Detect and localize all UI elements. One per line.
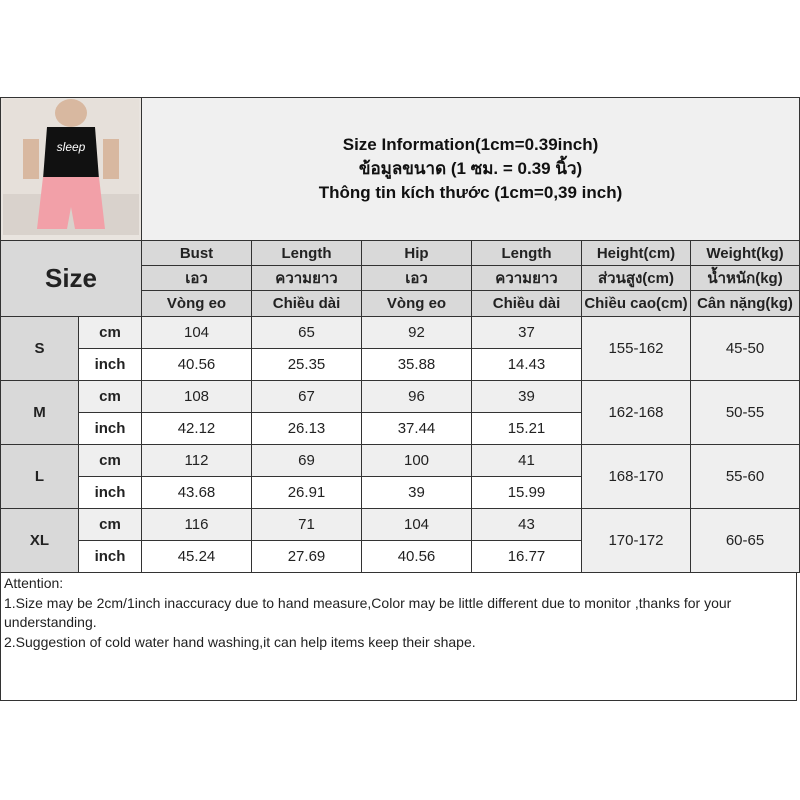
table-row: inch 45.24 27.69 40.56 16.77 xyxy=(1,540,800,573)
inch-value: 26.91 xyxy=(251,476,362,509)
inch-value: 45.24 xyxy=(141,540,252,573)
weight-range: 60-65 xyxy=(689,508,800,573)
header-cell: เอว xyxy=(141,265,252,291)
cm-value: 108 xyxy=(141,380,252,413)
header-cell: ความยาว xyxy=(251,265,362,291)
inch-value: 26.13 xyxy=(251,412,362,445)
unit-label: cm xyxy=(78,380,142,413)
header-cell: ส่วนสูง(cm) xyxy=(581,265,691,291)
table-row: L cm 112 69 100 41 168-170 55-60 xyxy=(0,444,800,509)
height-range: 170-172 xyxy=(581,508,691,573)
header-cell: Chiều cao(cm) xyxy=(581,290,691,317)
inch-value: 42.12 xyxy=(141,412,252,445)
unit-label: cm xyxy=(78,316,142,349)
inch-value: 43.68 xyxy=(141,476,252,509)
pajama-model-image: sleep xyxy=(3,99,139,235)
cm-value: 96 xyxy=(361,380,472,413)
header-cell: Vòng eo xyxy=(361,290,472,317)
attention-note: 2.Suggestion of cold water hand washing,… xyxy=(4,633,476,650)
inch-value: 27.69 xyxy=(251,540,362,573)
cm-value: 112 xyxy=(141,444,252,477)
header-cell: Bust xyxy=(141,240,252,266)
size-label: L xyxy=(0,444,79,509)
table-row: XL cm 116 71 104 43 170-172 60-65 xyxy=(0,508,800,573)
inch-value: 40.56 xyxy=(361,540,472,573)
title-english: Size Information(1cm=0.39inch) xyxy=(342,135,599,154)
table-row: inch 42.12 26.13 37.44 15.21 xyxy=(1,412,800,445)
height-range: 155-162 xyxy=(581,316,691,381)
svg-text:sleep: sleep xyxy=(57,140,86,154)
cm-value: 37 xyxy=(471,316,582,349)
inch-value: 15.21 xyxy=(471,412,582,445)
attention-heading: Attention: xyxy=(4,575,64,591)
inch-value: 16.77 xyxy=(471,540,582,573)
table-row: S cm 104 65 92 37 155-162 45-50 xyxy=(0,316,800,381)
header-cell: ความยาว xyxy=(471,265,582,291)
weight-range: 50-55 xyxy=(689,380,800,445)
title-vietnamese: Thông tin kích thước (1cm=0,39 inch) xyxy=(318,183,623,202)
weight-range: 45-50 xyxy=(689,316,800,381)
unit-label: cm xyxy=(78,508,142,541)
header-cell: Vòng eo xyxy=(141,290,252,317)
header-cell: Weight(kg) xyxy=(689,240,800,266)
inch-value: 15.99 xyxy=(471,476,582,509)
cm-value: 116 xyxy=(141,508,252,541)
size-label: M xyxy=(0,380,79,445)
weight-range: 55-60 xyxy=(689,444,800,509)
size-label: S xyxy=(0,316,79,381)
unit-label: cm xyxy=(78,444,142,477)
attention-notes: Attention: 1.Size may be 2cm/1inch inacc… xyxy=(0,572,797,701)
header-cell: Chiều dài xyxy=(251,290,362,317)
inch-value: 37.44 xyxy=(361,412,472,445)
unit-label: inch xyxy=(78,540,142,573)
cm-value: 104 xyxy=(361,508,472,541)
unit-label: inch xyxy=(78,412,142,445)
inch-value: 39 xyxy=(361,476,472,509)
title-thai: ข้อมูลขนาด (1 ซม. = 0.39 นิ้ว) xyxy=(358,159,583,178)
unit-label: inch xyxy=(78,348,142,381)
cm-value: 67 xyxy=(251,380,362,413)
inch-value: 14.43 xyxy=(471,348,582,381)
cm-value: 92 xyxy=(361,316,472,349)
cm-value: 41 xyxy=(471,444,582,477)
height-range: 162-168 xyxy=(581,380,691,445)
inch-value: 40.56 xyxy=(141,348,252,381)
height-range: 168-170 xyxy=(581,444,691,509)
attention-note: 1.Size may be 2cm/1inch inaccuracy due t… xyxy=(4,594,732,631)
header-cell: Height(cm) xyxy=(581,240,691,266)
header-cell: น้ำหนัก(kg) xyxy=(689,265,800,291)
size-info-title: Size Information(1cm=0.39inch) ข้อมูลขนา… xyxy=(140,97,800,241)
size-chart-table: sleep Size Information(1cm=0.39inch) ข้อ… xyxy=(0,97,800,573)
cm-value: 104 xyxy=(141,316,252,349)
inch-value: 25.35 xyxy=(251,348,362,381)
cm-value: 65 xyxy=(251,316,362,349)
header-cell: เอว xyxy=(361,265,472,291)
header-cell: Chiều dài xyxy=(471,290,582,317)
cm-value: 71 xyxy=(251,508,362,541)
size-label: XL xyxy=(0,508,79,573)
cm-value: 39 xyxy=(471,380,582,413)
size-rows: S cm 104 65 92 37 155-162 45-50 inch 40.56 25.3… xyxy=(0,316,800,573)
unit-label: inch xyxy=(78,476,142,509)
cm-value: 43 xyxy=(471,508,582,541)
header-cell: Length xyxy=(471,240,582,266)
table-row: M cm 108 67 96 39 162-168 50-55 xyxy=(0,380,800,445)
cm-value: 100 xyxy=(361,444,472,477)
header-cell: Cân nặng(kg) xyxy=(689,290,800,317)
inch-value: 35.88 xyxy=(361,348,472,381)
header-cell: Hip xyxy=(361,240,472,266)
table-row: inch 40.56 25.35 35.88 14.43 xyxy=(1,348,800,381)
header-cell: Length xyxy=(251,240,362,266)
product-photo: sleep xyxy=(0,97,142,241)
size-header: Size xyxy=(0,240,142,317)
cm-value: 69 xyxy=(251,444,362,477)
table-row: inch 43.68 26.91 39 15.99 xyxy=(1,476,800,509)
